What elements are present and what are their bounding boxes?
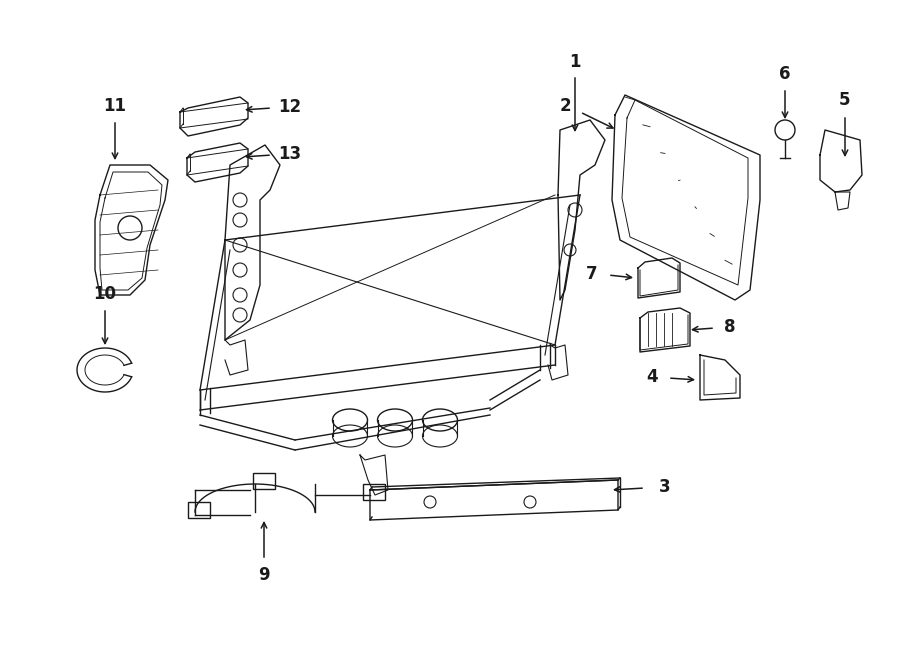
Text: 11: 11 bbox=[104, 97, 127, 115]
Text: 8: 8 bbox=[724, 318, 736, 336]
Text: 9: 9 bbox=[258, 566, 270, 584]
Bar bbox=[253, 473, 275, 489]
Text: 5: 5 bbox=[839, 91, 850, 109]
Text: 4: 4 bbox=[646, 368, 658, 386]
Text: 7: 7 bbox=[586, 265, 598, 283]
Text: 6: 6 bbox=[779, 65, 791, 83]
Bar bbox=[363, 484, 385, 500]
Text: 12: 12 bbox=[278, 98, 302, 116]
Text: 10: 10 bbox=[94, 285, 116, 303]
Text: 13: 13 bbox=[278, 145, 302, 163]
Text: 3: 3 bbox=[659, 478, 670, 496]
Text: 2: 2 bbox=[559, 97, 571, 115]
Bar bbox=[188, 502, 210, 518]
Text: 1: 1 bbox=[569, 53, 580, 71]
